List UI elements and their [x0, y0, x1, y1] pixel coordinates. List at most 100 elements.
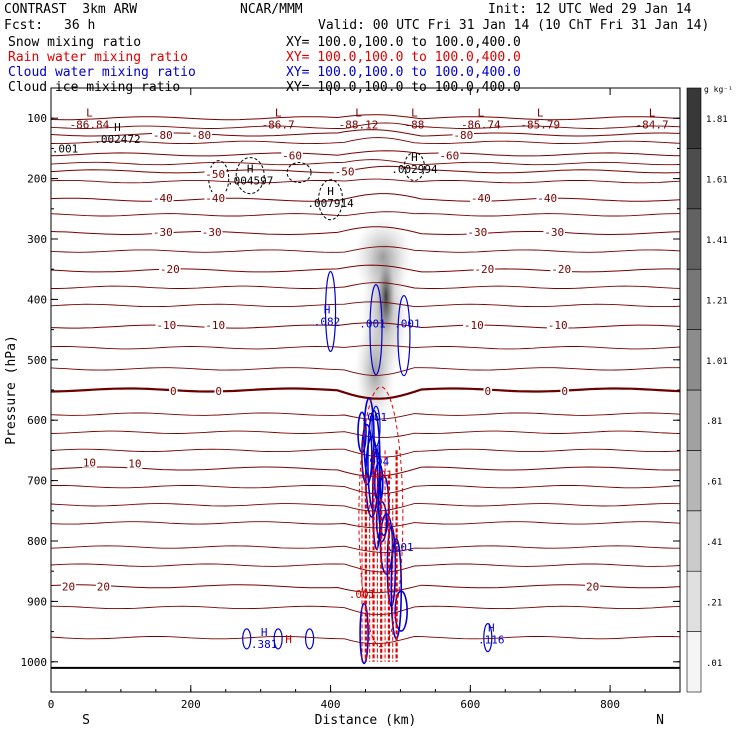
contour-label-bg — [152, 129, 174, 141]
contour-label-bg — [152, 191, 174, 203]
cloud-contour-label: .001 — [387, 541, 414, 554]
colorbar-level-label: 1.61 — [706, 176, 728, 186]
cloud-water-contour — [397, 295, 411, 377]
contour-label: -10 — [156, 319, 176, 332]
contour-label: -30 — [544, 226, 564, 239]
xy-snow: XY= 100.0,100.0 to 100.0,400.0 — [286, 35, 521, 50]
contour-label: 0 — [170, 385, 177, 398]
colorbar-segment — [686, 329, 702, 391]
contour-label: 20 — [62, 580, 75, 593]
contour-label: -40 — [153, 192, 173, 205]
rain-water-contour — [358, 386, 404, 648]
extremum-letter: H — [373, 443, 380, 456]
org-title: NCAR/MMM — [240, 2, 303, 17]
contour-label: 0 — [561, 385, 568, 398]
cloud-ice-contour — [318, 179, 344, 221]
extremum-letter: L — [86, 106, 93, 119]
colorbar-segment — [686, 510, 702, 572]
temperature-contour-minor — [50, 122, 681, 129]
contour-label: 10 — [83, 456, 96, 469]
extremum-letter: L — [478, 106, 485, 119]
colorbar-segment — [686, 450, 702, 512]
contour-label-bg — [204, 167, 226, 179]
contour-label: -10 — [205, 319, 225, 332]
y-tick-label: 800 — [27, 535, 47, 548]
temperature-contour-minor — [51, 282, 681, 289]
temperature-contour-minor — [50, 159, 681, 166]
y-tick-label: 600 — [27, 414, 47, 427]
extremum-value: -88.12 — [339, 118, 379, 131]
cloud-ice-contour — [403, 152, 425, 182]
temperature-contour-minor — [50, 545, 680, 553]
contour-label-bg — [333, 165, 356, 177]
contour-label-bg — [536, 191, 558, 203]
contour-label-bg — [169, 385, 178, 397]
colorbar-segment — [686, 631, 702, 693]
contour-label-bg — [543, 225, 565, 237]
extremum-letter: H — [488, 622, 495, 635]
valid-time: Valid: 00 UTC Fri 31 Jan 14 (10 ChT Fri … — [318, 18, 710, 33]
contour-label: 20 — [97, 580, 110, 593]
extremum-value: .116 — [478, 634, 505, 647]
extremum-letter: H — [324, 303, 331, 316]
y-tick-label: 1000 — [21, 656, 48, 669]
contour-label-bg — [81, 456, 97, 468]
contour-label-bg — [550, 263, 572, 275]
contour-label: -10 — [464, 319, 484, 332]
temperature-contour-minor — [50, 246, 681, 253]
extremum-value: .381 — [251, 638, 278, 651]
y-tick-label: 300 — [27, 233, 47, 246]
y-tick-label: 500 — [27, 354, 47, 367]
temperature-contour — [50, 150, 681, 157]
temperature-contour-minor — [50, 344, 681, 350]
temperature-contour-minor — [50, 211, 681, 217]
contour-label: -30 — [153, 226, 173, 239]
contour-label: 0 — [484, 385, 491, 398]
cloud-ice-contour — [235, 157, 265, 195]
temperature-contour-minor — [50, 367, 680, 376]
contour-label-bg — [200, 225, 223, 237]
extremum-value: .082 — [314, 315, 341, 328]
colorbar-segment — [686, 268, 702, 330]
temperature-contour — [50, 165, 681, 174]
contour-label-bg — [190, 129, 213, 141]
contour-label: -80 — [153, 129, 173, 142]
contour-label-bg — [438, 149, 461, 161]
contour-label-bg — [466, 225, 489, 237]
colorbar-segment — [686, 87, 702, 149]
x-axis-label: Distance (km) — [315, 713, 417, 728]
contour-label: -80 — [453, 129, 473, 142]
contour-label-bg — [281, 149, 303, 161]
contour-label: -30 — [202, 226, 222, 239]
cloud-water-contour — [242, 628, 252, 650]
contour-label-bg — [463, 318, 485, 330]
rain-extremum-letter: H — [285, 633, 292, 646]
cloud-water-contour — [369, 284, 383, 376]
contour-label: -20 — [474, 263, 494, 276]
contour-label: 10 — [128, 458, 141, 471]
colorbar-level-label: 1.21 — [706, 296, 728, 306]
colorbar: .01 .21 .41 .61 .81 1.01 1.21 1.41 1.61 1.81 g kg⁻… — [686, 85, 733, 693]
temperature-contour-minor — [50, 563, 681, 573]
contour-label: -10 — [548, 319, 568, 332]
contour-label-bg — [214, 385, 223, 397]
fcst-label: Fcst: — [4, 18, 44, 33]
temperature-contour-minor — [50, 521, 681, 529]
extremum-value: .002994 — [391, 163, 438, 176]
colorbar-segment — [686, 389, 702, 451]
plot-area: -80 -80 -80 -60 -60 -50 -50 -40 -40 -40 -40 -30 -30 -… — [50, 106, 681, 669]
extremum-letter: L — [275, 106, 282, 119]
fcst-value: 36 h — [64, 18, 96, 33]
extremum-letter: H — [261, 626, 268, 639]
cloud-contour-label: .001 — [359, 318, 386, 331]
extremum-value: .007914 — [307, 197, 354, 210]
extremum-value: .002472 — [94, 133, 140, 146]
contour-label-bg — [95, 580, 111, 592]
contour-label-bg — [204, 318, 226, 330]
cloud-contour-label: .001 — [349, 588, 376, 601]
extremum-value: -88 — [404, 118, 424, 131]
colorbar-level-label: 1.41 — [706, 236, 728, 246]
contour-label: -50 — [205, 168, 225, 181]
extremum-letter: L — [537, 106, 544, 119]
